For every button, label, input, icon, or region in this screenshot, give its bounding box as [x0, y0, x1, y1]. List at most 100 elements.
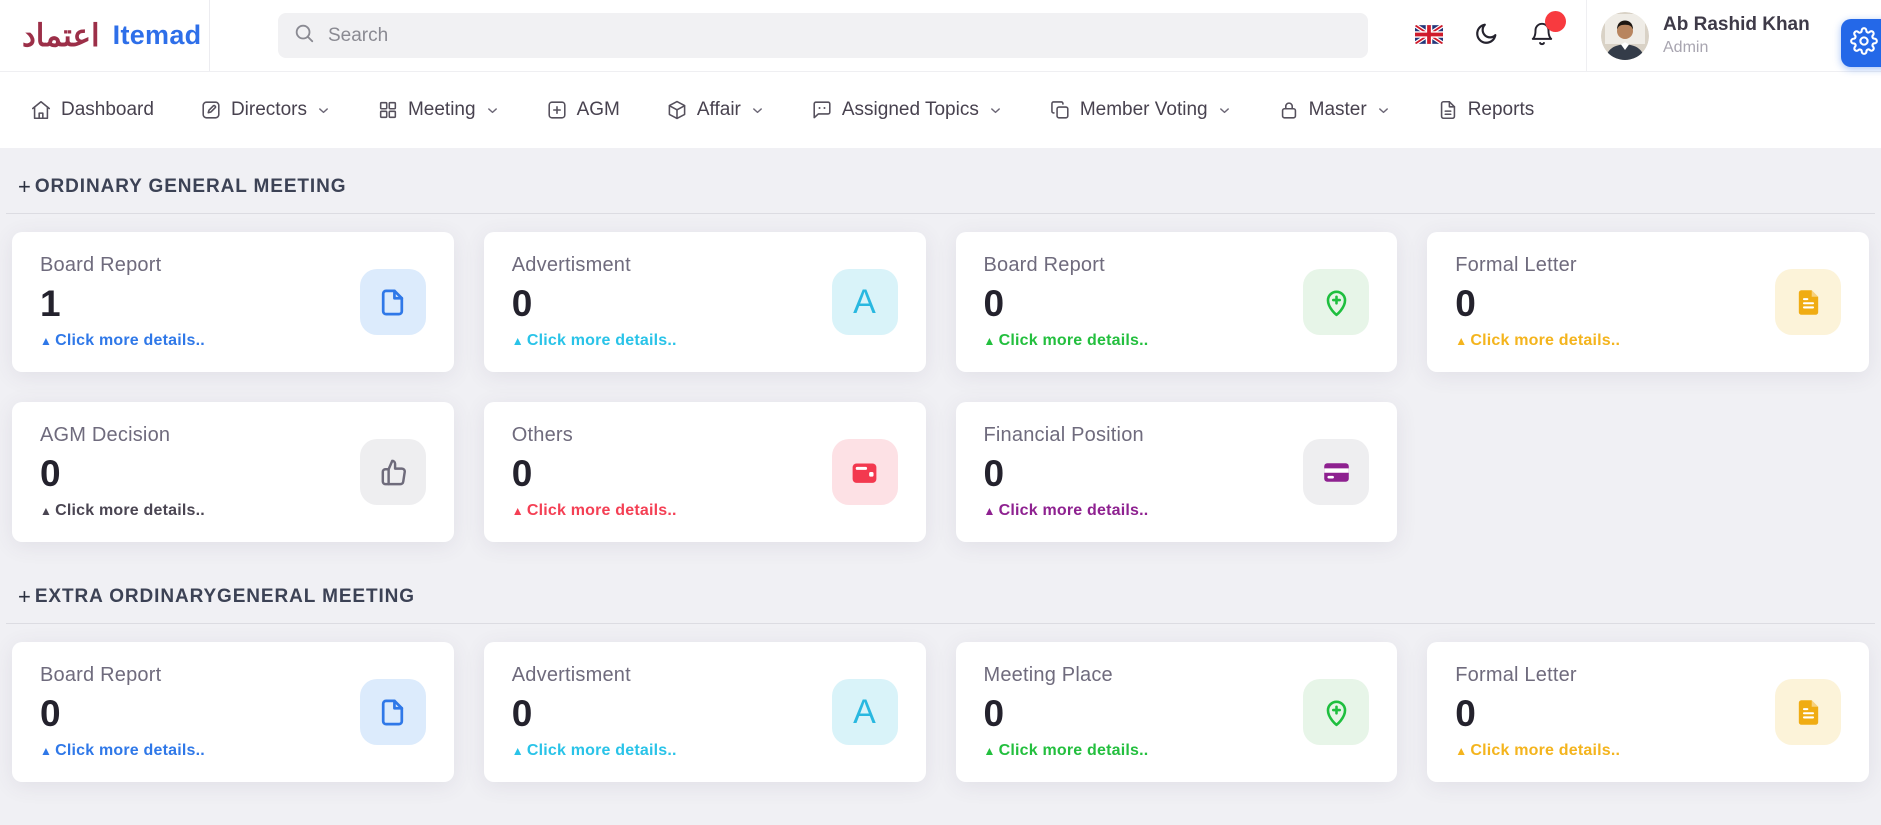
search-icon [293, 22, 315, 49]
gear-icon [1850, 26, 1878, 60]
section-extra-ordinarygeneral-meeting: + EXTRA ORDINARYGENERAL MEETING Board Re… [6, 586, 1875, 782]
card-board-report: Board Report 0 ▲ Click more details.. [12, 642, 454, 782]
card-icon-box [1775, 269, 1841, 335]
nav-item-affair[interactable]: Affair [666, 99, 765, 121]
card-financial-position: Financial Position 0 ▲ Click more detail… [955, 402, 1398, 542]
lock-icon [1278, 99, 1300, 121]
home-icon [30, 99, 52, 121]
bell-icon [1529, 21, 1555, 50]
card-details-link[interactable]: ▲ Click more details.. [1455, 742, 1621, 759]
card-advertisment: Advertisment 0 ▲ Click more details.. A [483, 642, 926, 782]
card-details-link[interactable]: ▲ Click more details.. [40, 502, 205, 519]
brand[interactable]: اعتماد Itemad [0, 0, 210, 71]
triangle-icon: ▲ [511, 504, 524, 518]
nav-item-label: Master [1308, 99, 1367, 120]
nav-item-member-voting[interactable]: Member Voting [1049, 99, 1232, 121]
card-grid: Board Report 1 ▲ Click more details.. Ad… [12, 232, 1869, 542]
nav-item-assigned-topics[interactable]: Assigned Topics [811, 99, 1003, 121]
user-info: Ab Rashid Khan Admin [1663, 14, 1810, 58]
nav-item-dashboard[interactable]: Dashboard [30, 99, 154, 121]
user-name: Ab Rashid Khan [1663, 13, 1810, 35]
language-button[interactable] [1413, 22, 1445, 47]
card-icon-box [359, 269, 426, 335]
card-icon-box [1303, 679, 1370, 745]
chevron-down-icon [316, 103, 331, 118]
uk-flag-icon [1413, 22, 1445, 47]
card-count: 0 [511, 693, 533, 734]
triangle-icon: ▲ [40, 504, 53, 518]
chevron-down-icon [1376, 103, 1391, 118]
user-menu[interactable]: Ab Rashid Khan Admin [1601, 11, 1810, 60]
card-board-report: Board Report 0 ▲ Click more details.. [955, 232, 1398, 372]
card-icon-box [1303, 269, 1370, 335]
thumbs-up-icon [377, 457, 408, 488]
content: + ORDINARY GENERAL MEETING Board Report … [0, 176, 1881, 782]
edit-icon [200, 99, 222, 121]
section-title: EXTRA ORDINARYGENERAL MEETING [34, 586, 415, 607]
notification-badge [1545, 11, 1566, 32]
nav-item-directors[interactable]: Directors [200, 99, 331, 121]
card-count: 1 [40, 283, 61, 324]
header-divider [1586, 0, 1587, 72]
chat-icon [811, 99, 833, 121]
nav-item-master[interactable]: Master [1278, 99, 1391, 121]
nav-item-label: Reports [1467, 99, 1535, 120]
nav-item-agm[interactable]: AGM [546, 99, 620, 121]
card-count: 0 [983, 693, 1005, 734]
theme-toggle-button[interactable] [1473, 21, 1499, 50]
card-advertisment: Advertisment 0 ▲ Click more details.. A [483, 232, 926, 372]
map-pin-plus-icon [1321, 697, 1352, 728]
card-title: Board Report [983, 254, 1105, 276]
nav-item-label: Affair [696, 99, 741, 120]
triangle-icon: ▲ [40, 744, 53, 758]
card-meeting-place: Meeting Place 0 ▲ Click more details.. [955, 642, 1398, 782]
card-details-link[interactable]: ▲ Click more details.. [511, 742, 677, 759]
card-details-link[interactable]: ▲ Click more details.. [1455, 332, 1621, 349]
triangle-icon: ▲ [511, 334, 524, 348]
nav-item-label: Dashboard [61, 99, 154, 120]
brand-logo: اعتماد [22, 18, 100, 53]
chevron-down-icon [988, 103, 1003, 118]
nav-item-label: Meeting [407, 99, 476, 120]
letter-a-icon: A [853, 693, 876, 731]
app-header: اعتماد Itemad [0, 0, 1881, 72]
header-actions: Ab Rashid Khan Admin [1400, 0, 1810, 72]
chevron-down-icon [750, 103, 765, 118]
nav-item-meeting[interactable]: Meeting [377, 99, 500, 121]
triangle-icon: ▲ [983, 504, 996, 518]
avatar [1601, 11, 1649, 60]
map-pin-plus-icon [1321, 287, 1352, 318]
notifications-button[interactable] [1529, 11, 1566, 50]
card-count: 0 [983, 283, 1005, 324]
card-details-link[interactable]: ▲ Click more details.. [40, 332, 205, 349]
card-details-link[interactable]: ▲ Click more details.. [983, 502, 1149, 519]
card-grid: Board Report 0 ▲ Click more details.. Ad… [12, 642, 1869, 782]
card-details-link[interactable]: ▲ Click more details.. [983, 742, 1149, 759]
wallet-icon [849, 457, 880, 488]
card-icon-box: A [831, 679, 898, 745]
search-input[interactable] [326, 23, 1353, 48]
card-title: Advertisment [511, 664, 631, 686]
triangle-icon: ▲ [1455, 334, 1468, 348]
credit-card-icon [1321, 457, 1352, 488]
chevron-down-icon [485, 103, 500, 118]
card-count: 0 [1455, 693, 1476, 734]
card-title: Formal Letter [1455, 664, 1577, 686]
triangle-icon: ▲ [1455, 744, 1468, 758]
section-header[interactable]: + EXTRA ORDINARYGENERAL MEETING [18, 586, 1863, 608]
card-details-link[interactable]: ▲ Click more details.. [40, 742, 205, 759]
section-header[interactable]: + ORDINARY GENERAL MEETING [18, 176, 1863, 198]
section-ordinary-general-meeting: + ORDINARY GENERAL MEETING Board Report … [6, 176, 1875, 542]
nav-item-label: AGM [576, 99, 620, 120]
nav-item-reports[interactable]: Reports [1437, 99, 1535, 121]
settings-button[interactable] [1841, 19, 1881, 67]
card-title: Others [511, 424, 573, 446]
card-icon-box [1303, 439, 1370, 505]
card-details-link[interactable]: ▲ Click more details.. [511, 332, 677, 349]
card-count: 0 [511, 283, 533, 324]
user-role: Admin [1663, 39, 1709, 57]
file-icon [377, 697, 408, 728]
card-board-report: Board Report 1 ▲ Click more details.. [12, 232, 454, 372]
card-details-link[interactable]: ▲ Click more details.. [983, 332, 1149, 349]
card-details-link[interactable]: ▲ Click more details.. [511, 502, 677, 519]
